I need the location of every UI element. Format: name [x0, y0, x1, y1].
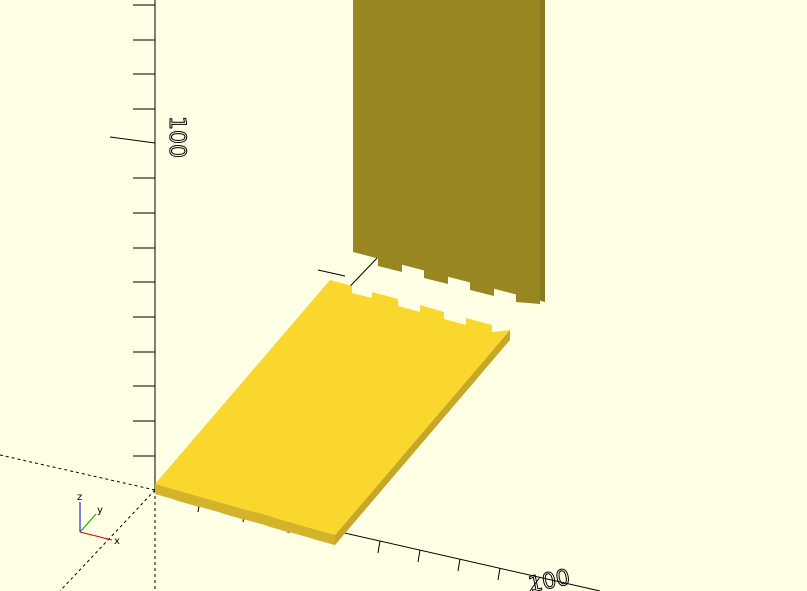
scale-label: 100 — [164, 116, 189, 158]
neg-depth-axis — [59, 489, 156, 591]
gizmo-x — [79, 531, 113, 541]
y-ticks — [109, 4, 156, 457]
gizmo-label: x — [114, 536, 120, 547]
gizmo-label: y — [97, 505, 103, 516]
flat-plate — [155, 280, 510, 545]
vertical-panel — [353, 0, 545, 304]
neg-x-axis — [0, 454, 156, 491]
gizmo-y — [79, 513, 97, 533]
axis-gizmo: z x y — [77, 492, 120, 547]
gizmo-label: z — [77, 492, 82, 503]
